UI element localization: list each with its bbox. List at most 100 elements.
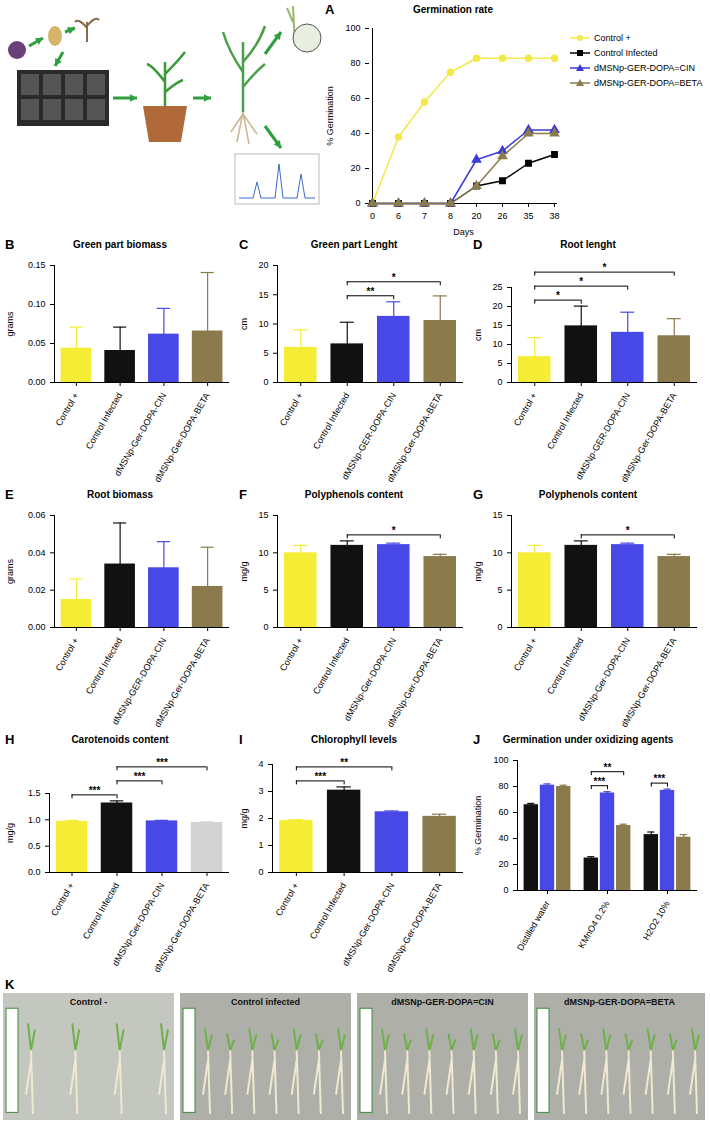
svg-text:0.00: 0.00 xyxy=(28,622,46,632)
svg-text:100: 100 xyxy=(493,755,508,765)
svg-text:mg/g: mg/g xyxy=(473,561,483,581)
svg-text:0.05: 0.05 xyxy=(28,338,46,348)
svg-text:grams: grams xyxy=(5,559,15,585)
svg-text:dMSNp-GER-DOPA-CIN: dMSNp-GER-DOPA-CIN xyxy=(340,391,398,482)
svg-text:Control Infected: Control Infected xyxy=(311,391,351,451)
svg-text:Control Infected: Control Infected xyxy=(545,391,585,451)
svg-text:20: 20 xyxy=(492,301,502,311)
svg-text:***: *** xyxy=(89,785,101,796)
svg-text:dMSNp-Ger-DOPA-BETA: dMSNp-Ger-DOPA-BETA xyxy=(152,881,212,974)
svg-text:0: 0 xyxy=(355,198,360,208)
svg-text:0: 0 xyxy=(503,885,508,895)
svg-text:2: 2 xyxy=(258,813,263,823)
svg-text:mg/g: mg/g xyxy=(239,561,249,581)
svg-text:*: * xyxy=(603,262,607,273)
svg-text:Control +: Control + xyxy=(54,636,81,673)
svg-text:25: 25 xyxy=(492,282,502,292)
svg-text:15: 15 xyxy=(492,320,502,330)
svg-text:***: *** xyxy=(134,771,146,782)
svg-text:0.10: 0.10 xyxy=(28,299,46,309)
svg-text:dMSNp-Ger-DOPA-BETA: dMSNp-Ger-DOPA-BETA xyxy=(384,881,444,974)
svg-text:Control infected: Control infected xyxy=(231,997,300,1007)
svg-text:**: ** xyxy=(340,757,348,768)
svg-text:60: 60 xyxy=(498,807,508,817)
svg-text:8: 8 xyxy=(448,211,453,221)
svg-text:dMSNp-Ger-DOPA-CIN: dMSNp-Ger-DOPA-CIN xyxy=(110,881,166,968)
svg-text:40: 40 xyxy=(498,833,508,843)
svg-text:H2O2 10%: H2O2 10% xyxy=(641,899,672,942)
svg-text:grams: grams xyxy=(5,311,15,337)
svg-text:dMSNp-GER-DOPA=CIN: dMSNp-GER-DOPA=CIN xyxy=(391,997,494,1007)
svg-text:0.04: 0.04 xyxy=(28,548,46,558)
svg-text:Control Infected: Control Infected xyxy=(311,636,351,696)
svg-text:***: *** xyxy=(314,771,326,782)
svg-text:5: 5 xyxy=(497,585,502,595)
svg-text:80: 80 xyxy=(498,781,508,791)
svg-text:0: 0 xyxy=(497,377,502,387)
svg-text:***: *** xyxy=(156,757,168,768)
svg-text:0: 0 xyxy=(263,622,268,632)
svg-text:***: *** xyxy=(654,773,666,784)
svg-text:40: 40 xyxy=(350,128,360,138)
svg-text:15: 15 xyxy=(258,290,268,300)
svg-text:1.5: 1.5 xyxy=(28,788,41,798)
svg-text:20: 20 xyxy=(350,163,360,173)
svg-text:**: ** xyxy=(367,286,375,297)
svg-text:1: 1 xyxy=(258,840,263,850)
svg-text:35: 35 xyxy=(523,211,533,221)
svg-text:Control Infected: Control Infected xyxy=(81,881,121,941)
svg-text:100: 100 xyxy=(345,23,360,33)
svg-text:**: ** xyxy=(604,762,612,773)
svg-text:Control Infected: Control Infected xyxy=(545,636,585,696)
svg-text:26: 26 xyxy=(497,211,507,221)
svg-text:*: * xyxy=(392,272,396,283)
svg-text:Distilled water: Distilled water xyxy=(515,899,552,953)
svg-text:0.00: 0.00 xyxy=(28,377,46,387)
svg-text:dMSNp-Ger-DOPA-BETA: dMSNp-Ger-DOPA-BETA xyxy=(152,391,212,484)
svg-text:0.02: 0.02 xyxy=(28,585,46,595)
svg-text:Control +: Control + xyxy=(512,636,539,673)
svg-text:Control +: Control + xyxy=(274,881,301,918)
svg-text:Control -: Control - xyxy=(70,997,108,1007)
svg-text:0: 0 xyxy=(258,867,263,877)
svg-text:5: 5 xyxy=(263,585,268,595)
svg-text:7: 7 xyxy=(422,211,427,221)
svg-text:0.5: 0.5 xyxy=(28,841,41,851)
svg-text:Control Infected: Control Infected xyxy=(84,636,124,696)
svg-text:3: 3 xyxy=(258,786,263,796)
svg-text:dMSNp-GER-DOPA-CIN: dMSNp-GER-DOPA-CIN xyxy=(574,391,632,482)
svg-text:*: * xyxy=(392,525,396,536)
svg-text:Days: Days xyxy=(453,227,474,237)
svg-text:Control +: Control + xyxy=(278,391,305,428)
svg-text:0: 0 xyxy=(263,377,268,387)
svg-text:0.15: 0.15 xyxy=(28,260,46,270)
svg-text:60: 60 xyxy=(350,93,360,103)
svg-text:*: * xyxy=(626,525,630,536)
svg-text:dMSNp-Ger-DOPA-CIN: dMSNp-Ger-DOPA-CIN xyxy=(342,636,398,723)
svg-text:15: 15 xyxy=(258,510,268,520)
svg-text:dMSNp-Ger-DOPA-CIN: dMSNp-Ger-DOPA-CIN xyxy=(576,636,632,723)
svg-text:dMSNp-Ger-DOPA-BETA: dMSNp-Ger-DOPA-BETA xyxy=(385,636,445,729)
svg-text:20: 20 xyxy=(471,211,481,221)
svg-text:0.0: 0.0 xyxy=(28,867,41,877)
svg-text:mg/g: mg/g xyxy=(239,808,249,828)
svg-text:Control Infected: Control Infected xyxy=(84,391,124,451)
svg-text:15: 15 xyxy=(492,510,502,520)
svg-text:Control Infected: Control Infected xyxy=(308,881,348,941)
svg-text:20: 20 xyxy=(498,859,508,869)
svg-text:4: 4 xyxy=(258,759,263,769)
svg-text:Control +: Control + xyxy=(49,881,76,918)
svg-text:KMnO4 0.2%: KMnO4 0.2% xyxy=(576,899,611,950)
svg-text:dMSNp-Ger-DOPA-BETA: dMSNp-Ger-DOPA-BETA xyxy=(152,636,212,729)
svg-text:0: 0 xyxy=(370,211,375,221)
svg-text:dMSNp-GER-DOPA=BETA: dMSNp-GER-DOPA=BETA xyxy=(564,997,675,1007)
svg-text:*: * xyxy=(556,290,560,301)
svg-text:10: 10 xyxy=(258,319,268,329)
svg-text:0: 0 xyxy=(497,622,502,632)
svg-text:6: 6 xyxy=(396,211,401,221)
svg-text:80: 80 xyxy=(350,58,360,68)
svg-text:% Germination: % Germination xyxy=(473,796,483,856)
svg-text:0.06: 0.06 xyxy=(28,510,46,520)
svg-text:% Germination: % Germination xyxy=(325,86,335,146)
svg-text:Control +: Control + xyxy=(54,391,81,428)
